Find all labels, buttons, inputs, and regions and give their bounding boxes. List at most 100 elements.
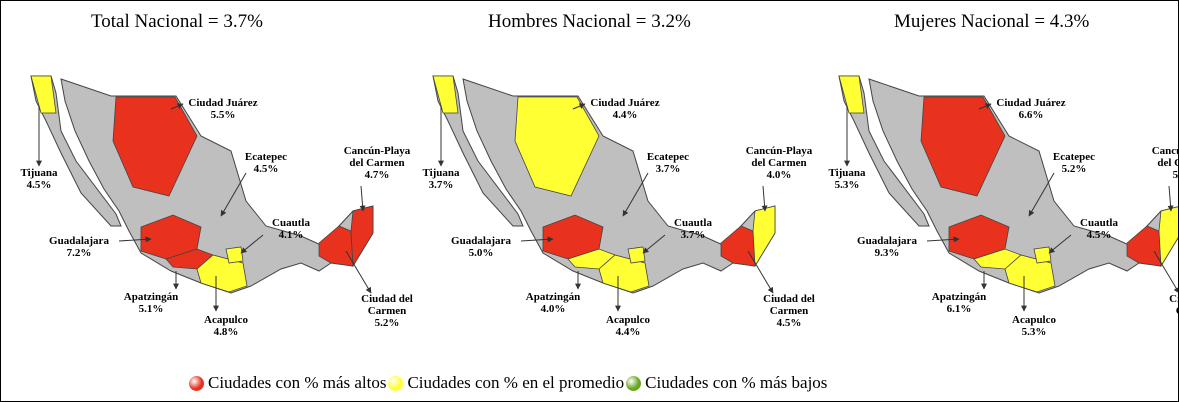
city-value: 5.5%	[1172, 169, 1179, 181]
arrow	[345, 250, 372, 294]
legend-label: Ciudades con % en el promedio	[407, 373, 625, 392]
city-label: Tijuana 4.5%	[1, 167, 77, 191]
legend-swatch	[626, 375, 642, 391]
city-label: Guadalajara 5.0%	[443, 235, 519, 259]
state	[920, 96, 1006, 197]
city-name: Acapulco	[1012, 314, 1056, 326]
city-name: Cancún-Playa del Carmen	[745, 145, 813, 169]
legend-label: Ciudades con % más bajos	[645, 373, 828, 392]
city-label: Ciudad Juárez 4.4%	[587, 97, 663, 121]
state	[838, 75, 865, 114]
city-name: Apatzingán	[525, 291, 581, 303]
city-name: Acapulco	[204, 314, 248, 326]
city-value: 6.1%	[946, 303, 972, 315]
arrow	[926, 236, 960, 243]
city-name: Acapulco	[606, 314, 650, 326]
arrow	[747, 250, 774, 294]
arrow	[761, 185, 768, 212]
city-value: 4.4%	[612, 109, 638, 121]
map	[838, 75, 1178, 312]
city-value: 4.5%	[776, 317, 802, 329]
city-value: 5.1%	[138, 303, 164, 315]
peninsula	[432, 75, 524, 227]
arrow	[1048, 234, 1072, 254]
city-label: Cuautla 3.7%	[655, 217, 731, 241]
arrow	[1028, 172, 1055, 217]
city-label: Acapulco 5.3%	[996, 314, 1072, 338]
arrow	[572, 103, 586, 110]
city-label: Guadalajara 9.3%	[849, 235, 925, 259]
city-name: Apatzingán	[123, 291, 179, 303]
city-label: Apatzingán 4.0%	[515, 291, 591, 315]
state	[196, 254, 248, 293]
city-name: Cuautla	[1080, 217, 1118, 229]
city-label: Acapulco 4.4%	[590, 314, 666, 338]
city-label: Ciudad del Carmen 5.2%	[349, 293, 425, 329]
arrow	[359, 185, 366, 212]
state	[598, 254, 650, 293]
city-label: Apatzingán 6.1%	[921, 291, 997, 315]
peninsula	[30, 75, 122, 227]
peninsula	[838, 75, 930, 227]
city-value: 5.2%	[1061, 163, 1087, 175]
city-name: Ciudad Juárez	[188, 97, 258, 109]
city-name: Cancún-Playa del Carmen	[343, 145, 411, 169]
state	[1158, 206, 1178, 268]
state	[514, 96, 600, 197]
city-name: Tijuana	[828, 167, 866, 179]
state	[30, 75, 57, 114]
city-label: Acapulco 4.8%	[188, 314, 264, 338]
city-label: Cuautla 4.1%	[253, 217, 329, 241]
city-label: Apatzingán 5.1%	[113, 291, 189, 315]
city-name: Guadalajara	[451, 235, 511, 247]
state	[225, 246, 244, 264]
city-name: Cuautla	[272, 217, 310, 229]
city-label: Cancún-Playa del Carmen 4.0%	[741, 145, 817, 181]
city-value: 5.2%	[374, 317, 400, 329]
city-label: Ecatepec 5.2%	[1036, 151, 1112, 175]
state	[627, 246, 646, 264]
city-label: Tijuana 5.3%	[809, 167, 885, 191]
city-value: 5.5%	[210, 109, 236, 121]
arrow	[622, 172, 649, 217]
city-name: Ciudad del Carmen	[763, 293, 815, 317]
state	[112, 96, 198, 197]
map-title: Mujeres Nacional = 4.3%	[894, 11, 1090, 32]
city-value: 3.7%	[655, 163, 681, 175]
city-label: Cancún-Playa del Carmen 4.7%	[339, 145, 415, 181]
map-title: Hombres Nacional = 3.2%	[488, 11, 691, 32]
city-name: Cuautla	[674, 217, 712, 229]
arrow	[170, 103, 184, 110]
city-label: Ciudad Juárez 5.5%	[185, 97, 261, 121]
city-value: 4.8%	[213, 326, 239, 338]
city-label: Ecatepec 4.5%	[228, 151, 304, 175]
map	[30, 75, 374, 312]
city-value: 4.5%	[253, 163, 279, 175]
city-label: Ciudad Juárez 6.6%	[993, 97, 1069, 121]
legend-label: Ciudades con % más altos	[208, 373, 387, 392]
arrow	[118, 236, 152, 243]
legend-swatch	[388, 375, 404, 391]
map-title: Total Nacional = 3.7%	[91, 11, 263, 32]
city-value: 7.2%	[66, 247, 92, 259]
city-name: Guadalajara	[49, 235, 109, 247]
city-value: 4.7%	[364, 169, 390, 181]
city-label: Guadalajara 7.2%	[41, 235, 117, 259]
arrow	[1167, 185, 1174, 212]
city-value: 4.4%	[615, 326, 641, 338]
city-name: Ciudad Juárez	[590, 97, 660, 109]
city-value: 9.3%	[874, 247, 900, 259]
city-name: Ecatepec	[1052, 151, 1096, 163]
city-value: 4.5%	[1086, 229, 1112, 241]
city-label: Ciudad del Carmen 4.5%	[751, 293, 827, 329]
city-value: 3.7%	[680, 229, 706, 241]
state	[1033, 246, 1052, 264]
legend-swatch	[189, 375, 204, 391]
city-name: Tijuana	[20, 167, 58, 179]
city-name: Ecatepec	[646, 151, 690, 163]
arrow	[220, 172, 247, 217]
